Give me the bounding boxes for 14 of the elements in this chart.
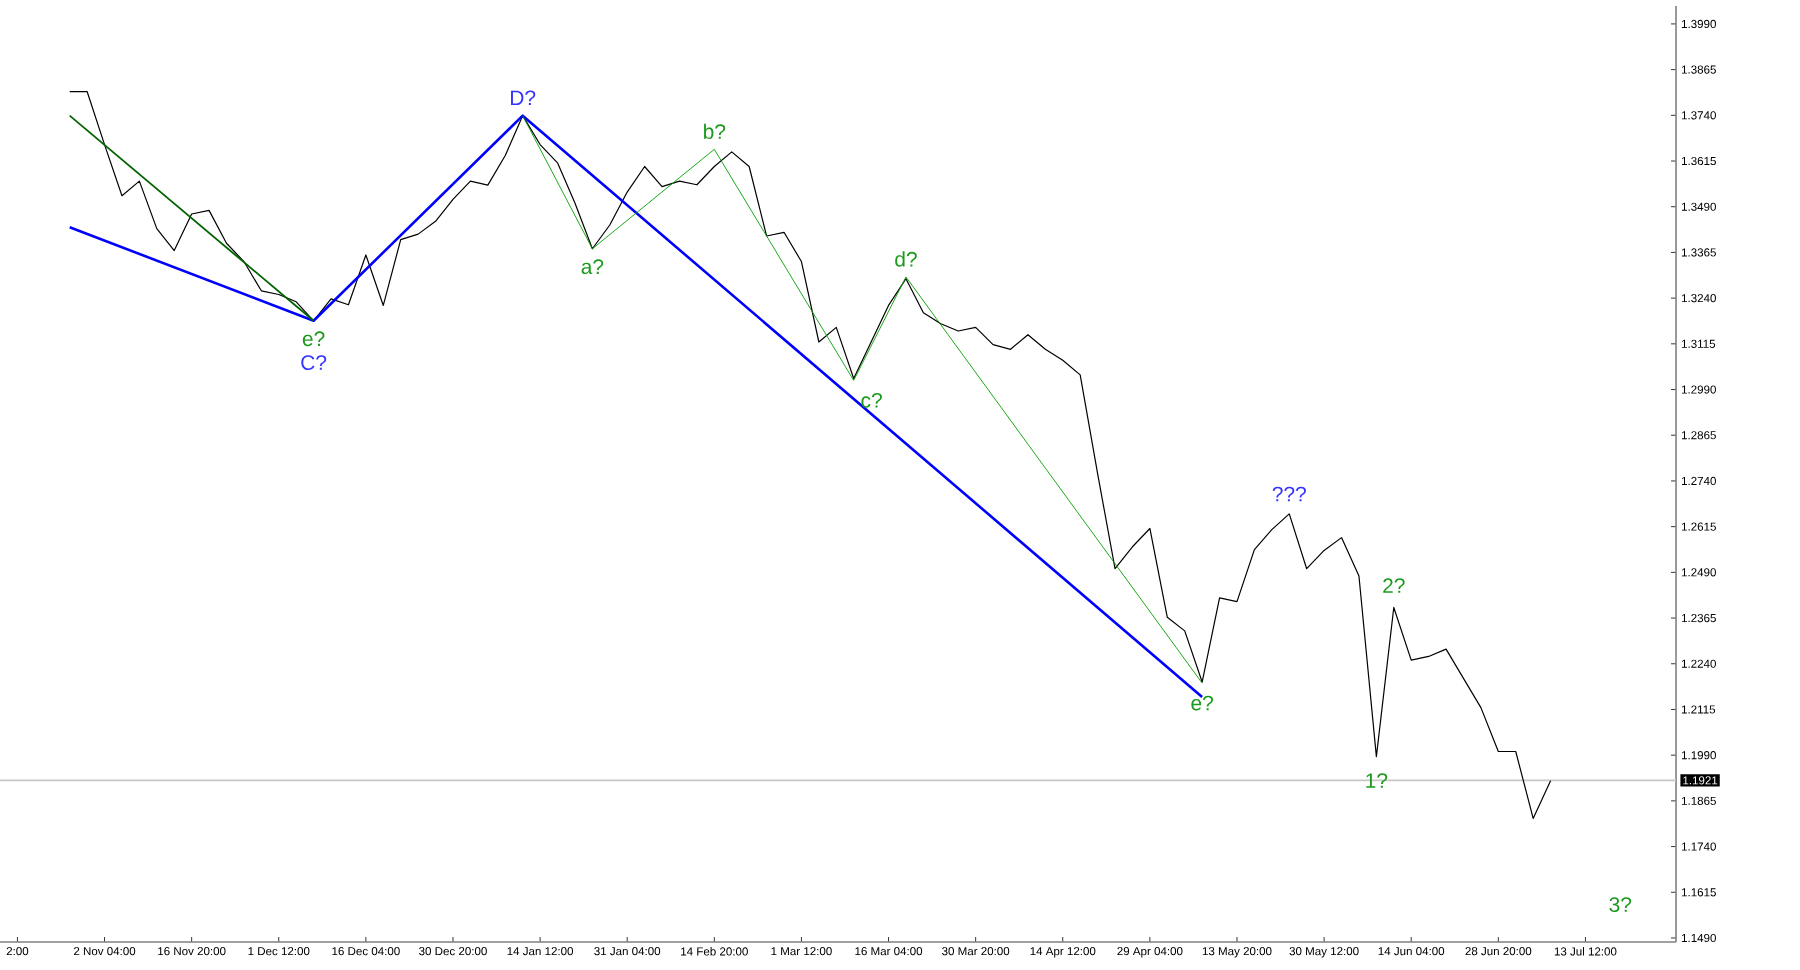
line-series [68, 114, 1204, 699]
annotation: e? [1191, 695, 1213, 711]
line-series [522, 115, 1203, 684]
annotation: b? [704, 123, 726, 140]
annotation: 2? [1383, 578, 1405, 593]
annotation: 3? [1609, 897, 1632, 912]
annotation: D? [511, 90, 536, 106]
annotation: ??? [1272, 486, 1306, 502]
annotation: C? [301, 355, 327, 371]
annotation: d? [895, 251, 917, 267]
annotation: c? [861, 392, 882, 408]
annotation: 1? [1366, 773, 1388, 788]
annotation: e? [302, 331, 325, 347]
annotation: a? [581, 259, 604, 275]
